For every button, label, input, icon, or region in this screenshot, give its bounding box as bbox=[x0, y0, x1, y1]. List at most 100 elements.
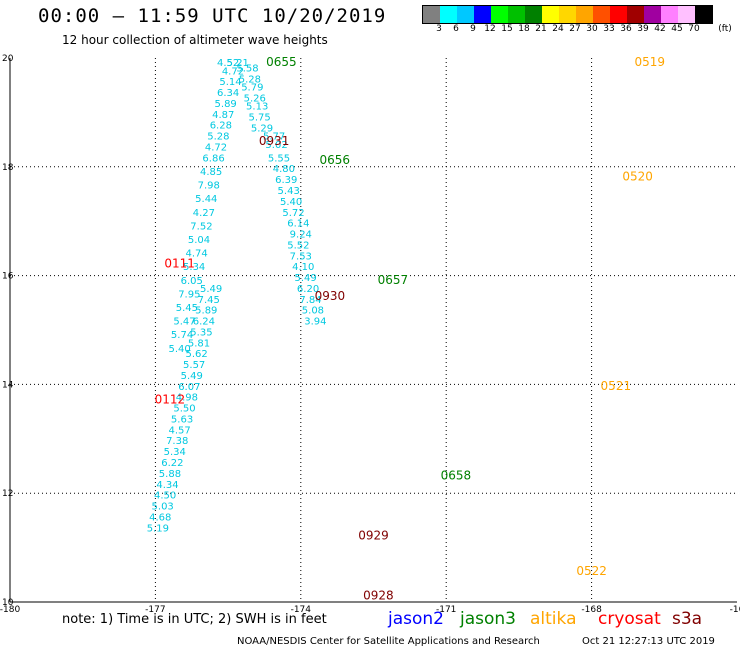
swh-value: 5.28 bbox=[239, 74, 261, 85]
lon-tick-label: -168 bbox=[581, 605, 602, 615]
pass-time-label: 0112 bbox=[155, 392, 186, 406]
swh-value: 5.55 bbox=[268, 153, 290, 164]
scale-label: 21 bbox=[535, 24, 547, 34]
color-scale-bar bbox=[422, 5, 713, 24]
swh-value: 5.50 bbox=[173, 404, 195, 415]
swh-value: 5.58 bbox=[236, 64, 258, 75]
swh-value: 5.47 bbox=[173, 317, 195, 328]
pass-time-label: 0522 bbox=[576, 564, 607, 578]
scale-swatch bbox=[525, 6, 542, 23]
scale-label: 15 bbox=[501, 24, 513, 34]
scale-label: 33 bbox=[603, 24, 615, 34]
pass-time-label: 0521 bbox=[601, 379, 632, 393]
swh-value: 5.26 bbox=[244, 94, 266, 105]
pass-time-label: 0655 bbox=[266, 55, 297, 69]
lat-tick-label: 18 bbox=[2, 163, 14, 173]
swh-value: 6.39 bbox=[275, 175, 297, 186]
pass-time-label: 0520 bbox=[622, 169, 653, 183]
pass-time-label: 0928 bbox=[363, 588, 394, 602]
scale-swatch bbox=[627, 6, 644, 23]
swh-value: 5.49 bbox=[181, 371, 203, 382]
scale-unit: (ft) bbox=[718, 24, 732, 34]
swh-value: 4.68 bbox=[149, 512, 171, 523]
lat-tick-label: 10 bbox=[2, 598, 14, 608]
scale-label: 6 bbox=[453, 24, 459, 34]
swh-value: 4.34 bbox=[156, 480, 178, 491]
swh-value: 5.49 bbox=[200, 284, 222, 295]
lon-tick-label: -174 bbox=[291, 605, 312, 615]
lon-tick-label: -180 bbox=[0, 605, 20, 615]
pass-time-label: 0930 bbox=[315, 289, 346, 303]
scale-swatch bbox=[542, 6, 559, 23]
scale-swatch bbox=[576, 6, 593, 23]
swh-value: 7.84 bbox=[299, 295, 321, 306]
swh-value: 4.98 bbox=[176, 393, 198, 404]
scale-label: 24 bbox=[552, 24, 564, 34]
swh-value: 6.34 bbox=[217, 88, 239, 99]
swh-value: 5.81 bbox=[188, 338, 210, 349]
units-note: note: 1) Time is in UTC; 2) SWH is in fe… bbox=[62, 612, 327, 627]
scale-label: 39 bbox=[637, 24, 649, 34]
scale-label: 27 bbox=[569, 24, 581, 34]
satellite-legend-item: jason3 bbox=[460, 609, 516, 629]
swh-value: 4.74 bbox=[185, 249, 207, 260]
pass-time-label: 0111 bbox=[164, 256, 195, 270]
lat-tick-label: 14 bbox=[2, 380, 14, 390]
swh-value: 5.21 bbox=[227, 58, 249, 69]
swh-value: 5.89 bbox=[195, 306, 217, 317]
swh-value: 5.35 bbox=[190, 327, 212, 338]
swh-value: 4.27 bbox=[193, 208, 215, 219]
swh-value: 4.52 bbox=[217, 58, 239, 69]
swh-value: 7.52 bbox=[190, 221, 212, 232]
pass-time-label: 0656 bbox=[319, 153, 350, 167]
scale-swatch bbox=[559, 6, 576, 23]
scale-label: 9 bbox=[470, 24, 476, 34]
swh-value: 7.98 bbox=[198, 181, 220, 192]
credit-text: NOAA/NESDIS Center for Satellite Applica… bbox=[237, 636, 540, 647]
swh-value: 5.14 bbox=[219, 77, 241, 88]
swh-value: 4.72 bbox=[222, 66, 244, 77]
satellite-legend-item: s3a bbox=[672, 609, 703, 629]
swh-value: 5.62 bbox=[185, 349, 207, 360]
pass-time-label: 0931 bbox=[259, 134, 290, 148]
scale-label: 12 bbox=[484, 24, 496, 34]
swh-value: 5.75 bbox=[248, 113, 270, 124]
satellite-legend-item: cryosat bbox=[598, 609, 661, 629]
scale-label: 45 bbox=[671, 24, 683, 34]
pass-time-label: 0929 bbox=[358, 528, 389, 542]
page-title: 00:00 — 11:59 UTC 10/20/2019 bbox=[38, 5, 387, 27]
lon-tick-label: -177 bbox=[145, 605, 165, 615]
swh-value: 5.08 bbox=[302, 306, 324, 317]
scale-label: 36 bbox=[620, 24, 632, 34]
scale-label: 3 bbox=[436, 24, 442, 34]
swh-value: 4.57 bbox=[169, 425, 191, 436]
swh-value: 7.38 bbox=[166, 436, 188, 447]
swh-value: 5.74 bbox=[171, 330, 193, 341]
scale-swatch bbox=[593, 6, 610, 23]
swh-value: 5.28 bbox=[207, 132, 229, 143]
swh-value: 5.57 bbox=[183, 360, 205, 371]
scale-swatch bbox=[440, 6, 457, 23]
lat-tick-label: 20 bbox=[2, 54, 14, 64]
swh-value: 6.22 bbox=[161, 458, 183, 469]
swh-value: 4.80 bbox=[273, 164, 295, 175]
swh-value: 7.95 bbox=[178, 289, 200, 300]
swh-value: 5.52 bbox=[287, 240, 309, 251]
scale-label: 42 bbox=[654, 24, 666, 34]
swh-value: 5.02 bbox=[265, 140, 287, 151]
page-subtitle: 12 hour collection of altimeter wave hei… bbox=[62, 33, 328, 47]
swh-value: 5.89 bbox=[215, 99, 237, 110]
swh-value: 4.87 bbox=[212, 110, 234, 121]
swh-value: 5.40 bbox=[169, 344, 191, 355]
swh-value: 5.34 bbox=[164, 447, 186, 458]
swh-value: 5.43 bbox=[278, 186, 300, 197]
scale-swatch bbox=[457, 6, 474, 23]
scale-swatch bbox=[491, 6, 508, 23]
pass-time-label: 0519 bbox=[634, 55, 665, 69]
satellite-legend-item: jason2 bbox=[388, 609, 444, 629]
lon-tick-label: -16 bbox=[730, 605, 740, 615]
lat-tick-label: 16 bbox=[2, 272, 14, 282]
swh-value: 5.13 bbox=[246, 102, 268, 113]
